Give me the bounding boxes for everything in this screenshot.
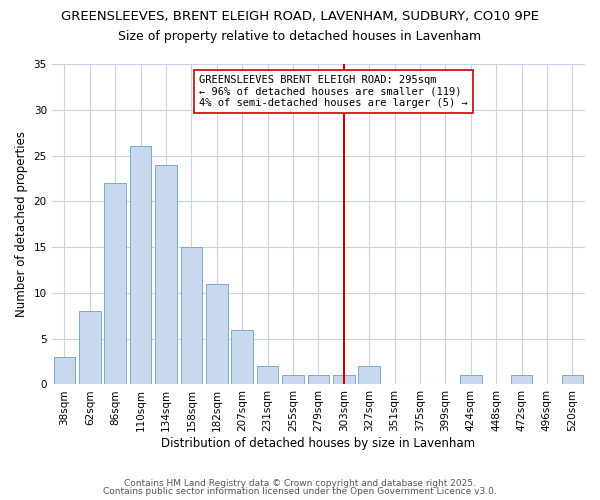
Bar xyxy=(232,330,253,384)
Bar xyxy=(333,376,355,384)
Bar xyxy=(155,164,177,384)
Bar xyxy=(511,376,532,384)
Bar xyxy=(104,183,126,384)
Text: Contains HM Land Registry data © Crown copyright and database right 2025.: Contains HM Land Registry data © Crown c… xyxy=(124,478,476,488)
Bar xyxy=(79,311,101,384)
Y-axis label: Number of detached properties: Number of detached properties xyxy=(15,131,28,317)
Bar xyxy=(257,366,278,384)
Bar xyxy=(130,146,151,384)
Bar xyxy=(53,357,75,384)
Bar xyxy=(206,284,227,384)
Bar xyxy=(358,366,380,384)
X-axis label: Distribution of detached houses by size in Lavenham: Distribution of detached houses by size … xyxy=(161,437,475,450)
Text: GREENSLEEVES, BRENT ELEIGH ROAD, LAVENHAM, SUDBURY, CO10 9PE: GREENSLEEVES, BRENT ELEIGH ROAD, LAVENHA… xyxy=(61,10,539,23)
Text: Contains public sector information licensed under the Open Government Licence v3: Contains public sector information licen… xyxy=(103,487,497,496)
Bar xyxy=(460,376,482,384)
Text: Size of property relative to detached houses in Lavenham: Size of property relative to detached ho… xyxy=(118,30,482,43)
Text: GREENSLEEVES BRENT ELEIGH ROAD: 295sqm
← 96% of detached houses are smaller (119: GREENSLEEVES BRENT ELEIGH ROAD: 295sqm ←… xyxy=(199,75,468,108)
Bar xyxy=(181,247,202,384)
Bar xyxy=(308,376,329,384)
Bar xyxy=(282,376,304,384)
Bar xyxy=(562,376,583,384)
